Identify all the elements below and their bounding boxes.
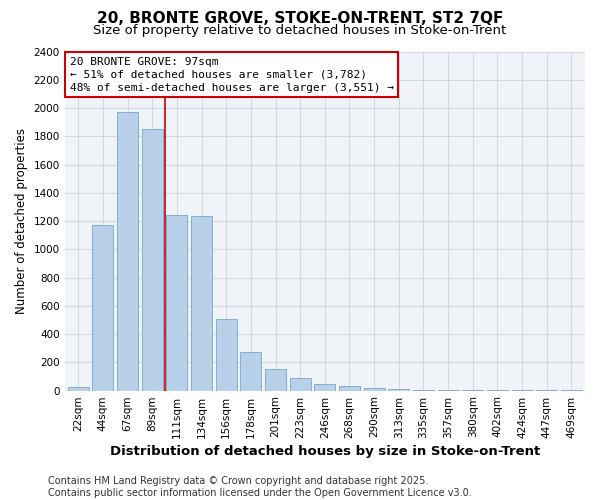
- Bar: [339, 386, 360, 390]
- Bar: [314, 384, 335, 390]
- Bar: [265, 370, 286, 390]
- Text: Contains HM Land Registry data © Crown copyright and database right 2025.
Contai: Contains HM Land Registry data © Crown c…: [48, 476, 472, 498]
- Bar: [364, 388, 385, 390]
- Bar: [191, 216, 212, 390]
- Y-axis label: Number of detached properties: Number of detached properties: [15, 128, 28, 314]
- Bar: [142, 129, 163, 390]
- Text: Size of property relative to detached houses in Stoke-on-Trent: Size of property relative to detached ho…: [94, 24, 506, 37]
- Bar: [290, 378, 311, 390]
- Bar: [166, 216, 187, 390]
- Bar: [388, 389, 409, 390]
- Bar: [68, 387, 89, 390]
- Text: 20, BRONTE GROVE, STOKE-ON-TRENT, ST2 7QF: 20, BRONTE GROVE, STOKE-ON-TRENT, ST2 7Q…: [97, 11, 503, 26]
- Text: 20 BRONTE GROVE: 97sqm
← 51% of detached houses are smaller (3,782)
48% of semi-: 20 BRONTE GROVE: 97sqm ← 51% of detached…: [70, 56, 394, 93]
- Bar: [117, 112, 138, 390]
- Bar: [216, 318, 236, 390]
- X-axis label: Distribution of detached houses by size in Stoke-on-Trent: Distribution of detached houses by size …: [110, 444, 540, 458]
- Bar: [241, 352, 262, 391]
- Bar: [92, 224, 113, 390]
